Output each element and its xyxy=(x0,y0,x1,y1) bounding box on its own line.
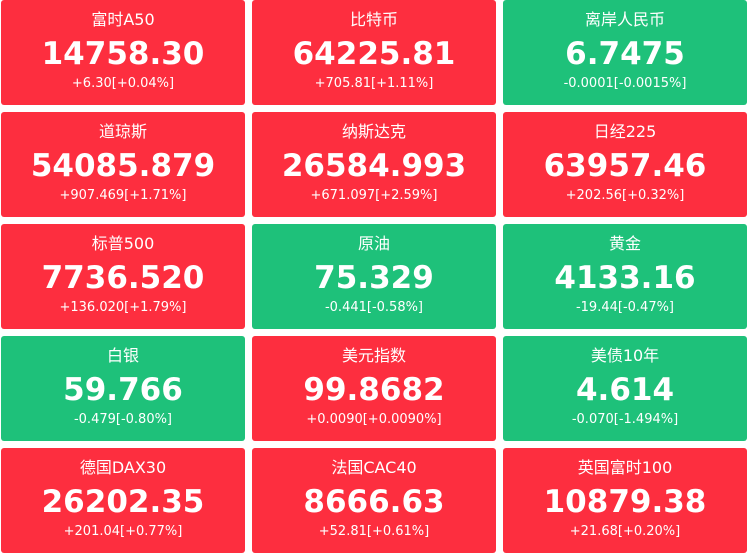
quote-name: 道琼斯 xyxy=(98,122,147,141)
quote-name: 白银 xyxy=(106,346,139,365)
quote-change: +6.30[+0.04%] xyxy=(71,76,175,91)
quote-tile[interactable]: 纳斯达克 26584.993 +671.097[+2.59%] xyxy=(252,112,496,217)
quote-tile[interactable]: 富时A50 14758.30 +6.30[+0.04%] xyxy=(1,0,245,105)
quote-name: 美债10年 xyxy=(590,346,660,365)
quote-tile[interactable]: 标普500 7736.520 +136.020[+1.79%] xyxy=(1,224,245,329)
quote-change: -19.44[-0.47%] xyxy=(575,300,675,315)
quote-value: 99.8682 xyxy=(303,372,445,408)
quote-value: 8666.63 xyxy=(303,484,445,520)
quote-name: 日经225 xyxy=(593,122,657,141)
quote-tile[interactable]: 德国DAX30 26202.35 +201.04[+0.77%] xyxy=(1,448,245,553)
quote-change: +705.81[+1.11%] xyxy=(314,76,434,91)
quote-name: 纳斯达克 xyxy=(341,122,406,141)
quote-change: -0.0001[-0.0015%] xyxy=(563,76,687,91)
quote-name: 比特币 xyxy=(349,10,398,29)
quote-name: 法国CAC40 xyxy=(331,458,417,477)
quote-tile[interactable]: 原油 75.329 -0.441[-0.58%] xyxy=(252,224,496,329)
quote-tile[interactable]: 英国富时100 10879.38 +21.68[+0.20%] xyxy=(503,448,747,553)
quote-name: 美元指数 xyxy=(341,346,406,365)
quote-tile[interactable]: 美元指数 99.8682 +0.0090[+0.0090%] xyxy=(252,336,496,441)
quote-value: 6.7475 xyxy=(565,36,685,72)
quote-value: 26202.35 xyxy=(41,484,205,520)
quote-change: +0.0090[+0.0090%] xyxy=(306,412,442,427)
quote-tile[interactable]: 道琼斯 54085.879 +907.469[+1.71%] xyxy=(1,112,245,217)
quote-change: +21.68[+0.20%] xyxy=(569,524,681,539)
quote-tile[interactable]: 美债10年 4.614 -0.070[-1.494%] xyxy=(503,336,747,441)
quote-change: +202.56[+0.32%] xyxy=(565,188,685,203)
quote-change: +52.81[+0.61%] xyxy=(318,524,430,539)
quote-change: +907.469[+1.71%] xyxy=(59,188,187,203)
quote-name: 标普500 xyxy=(91,234,155,253)
quote-tile[interactable]: 离岸人民币 6.7475 -0.0001[-0.0015%] xyxy=(503,0,747,105)
quote-name: 富时A50 xyxy=(91,10,155,29)
quote-value: 10879.38 xyxy=(543,484,707,520)
quote-tile[interactable]: 法国CAC40 8666.63 +52.81[+0.61%] xyxy=(252,448,496,553)
quote-value: 7736.520 xyxy=(41,260,205,296)
quote-tile[interactable]: 白银 59.766 -0.479[-0.80%] xyxy=(1,336,245,441)
quote-change: +201.04[+0.77%] xyxy=(63,524,183,539)
quote-value: 4133.16 xyxy=(554,260,696,296)
quote-name: 离岸人民币 xyxy=(584,10,665,29)
quote-value: 63957.46 xyxy=(543,148,707,184)
quote-change: -0.479[-0.80%] xyxy=(73,412,173,427)
quote-value: 14758.30 xyxy=(41,36,205,72)
quote-value: 4.614 xyxy=(575,372,675,408)
quote-name: 英国富时100 xyxy=(577,458,673,477)
quote-change: +136.020[+1.79%] xyxy=(59,300,187,315)
quote-change: +671.097[+2.59%] xyxy=(310,188,438,203)
quote-value: 26584.993 xyxy=(281,148,467,184)
quote-name: 德国DAX30 xyxy=(79,458,167,477)
quote-value: 59.766 xyxy=(63,372,183,408)
quote-tile[interactable]: 黄金 4133.16 -19.44[-0.47%] xyxy=(503,224,747,329)
quote-change: -0.070[-1.494%] xyxy=(571,412,679,427)
quote-name: 黄金 xyxy=(608,234,641,253)
quote-name: 原油 xyxy=(357,234,390,253)
quote-value: 64225.81 xyxy=(292,36,456,72)
quote-tile[interactable]: 比特币 64225.81 +705.81[+1.11%] xyxy=(252,0,496,105)
quote-value: 54085.879 xyxy=(30,148,216,184)
quote-tile[interactable]: 日经225 63957.46 +202.56[+0.32%] xyxy=(503,112,747,217)
quote-change: -0.441[-0.58%] xyxy=(324,300,424,315)
quote-value: 75.329 xyxy=(314,260,434,296)
